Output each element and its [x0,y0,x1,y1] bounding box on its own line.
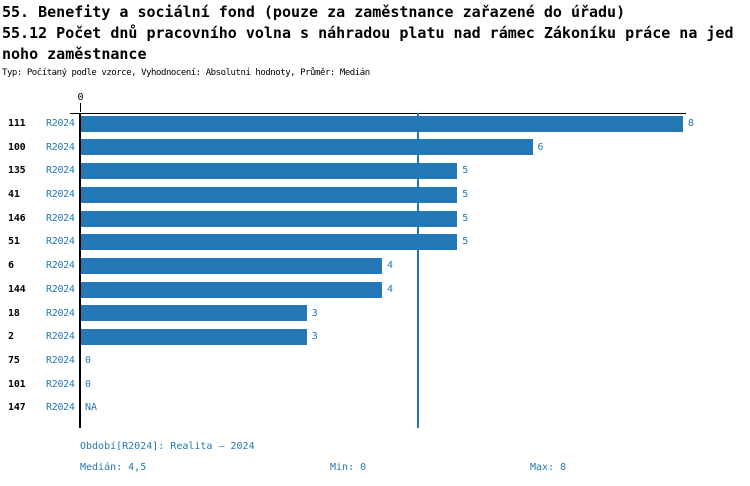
bar-row: 101 R2024 0 [0,373,750,397]
value-bar [81,257,382,274]
period-label: R2024 [46,141,75,153]
value-label: 4 [387,260,394,272]
org-id-label: 111 [8,117,26,129]
value-label: 8 [688,117,695,129]
period-legend: Období[R2024]: Realita – 2024 [80,441,255,452]
org-id-label: 144 [8,283,26,295]
org-id-label: 41 [8,189,20,200]
value-label: 6 [537,141,544,153]
bar-row: 75 R2024 0 [0,349,750,373]
page-title-line3: noho zaměstnance [2,45,147,63]
value-bar [81,234,458,251]
bar-row: 111 R2024 8 [0,112,750,136]
org-id-label: 51 [8,236,20,248]
bar-row: 6 R2024 4 [0,254,750,278]
chart-meta-info: Typ: Počítaný podle vzorce, Vyhodnocení:… [2,68,370,78]
bar-row: 135 R2024 5 [0,159,750,183]
org-id-label: 2 [8,331,14,343]
period-label: R2024 [46,189,75,200]
period-label: R2024 [46,378,75,390]
org-id-label: 146 [8,212,26,224]
median-stat: Medián: 4,5 [80,461,147,473]
value-bar [81,305,307,322]
bar-row: 147 R2024 NA [0,396,750,420]
bar-row: 2 R2024 3 [0,325,750,349]
bar-row: 100 R2024 6 [0,136,750,160]
value-label: 5 [462,189,469,200]
period-label: R2024 [46,165,75,177]
org-id-label: 101 [8,378,26,390]
x-axis-tick-label-zero: 0 [77,92,84,103]
value-label: 5 [462,212,469,224]
period-label: R2024 [46,354,75,366]
min-stat: Min: 0 [330,461,367,473]
period-label: R2024 [46,307,75,319]
y-axis-spine [79,113,82,428]
org-id-label: 75 [8,354,20,366]
bar-row: 18 R2024 3 [0,302,750,326]
period-label: R2024 [46,236,75,248]
period-label: R2024 [46,260,75,272]
value-label: 3 [311,331,318,343]
value-bar [81,186,458,203]
value-bar [81,210,458,227]
value-label: 5 [462,165,469,177]
org-id-label: 18 [8,307,20,319]
period-label: R2024 [46,212,75,224]
value-label: 3 [311,307,318,319]
bar-row: 51 R2024 5 [0,230,750,254]
bar-row: 146 R2024 5 [0,207,750,231]
value-label: 0 [85,354,92,366]
page-title-line1: 55. Benefity a sociální fond (pouze za z… [2,3,626,21]
bar-row: 41 R2024 5 [0,183,750,207]
value-bar [81,329,307,346]
value-bar [81,281,382,298]
value-label: 4 [387,283,394,295]
period-label: R2024 [46,117,75,129]
period-label: R2024 [46,402,75,414]
period-label: R2024 [46,331,75,343]
value-label: NA [85,402,98,414]
x-axis-tick-mark [79,103,82,112]
org-id-label: 6 [8,260,14,272]
page-title-line2: 55.12 Počet dnů pracovního volna s náhra… [2,24,734,42]
org-id-label: 147 [8,402,26,414]
org-id-label: 135 [8,165,26,177]
bar-row: 144 R2024 4 [0,278,750,302]
value-bar [81,139,533,156]
x-axis-line [70,112,686,115]
org-id-label: 100 [8,141,26,153]
value-label: 0 [85,378,92,390]
value-bar [81,163,458,180]
median-reference-line [417,113,419,428]
value-label: 5 [462,236,469,248]
period-label: R2024 [46,283,75,295]
max-stat: Max: 8 [530,461,567,473]
value-bar [81,115,683,132]
